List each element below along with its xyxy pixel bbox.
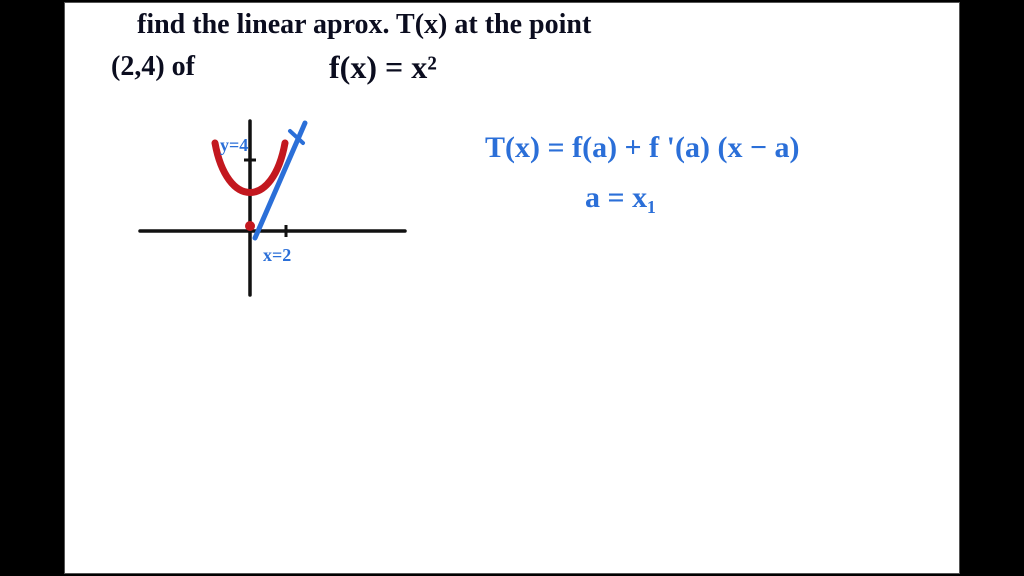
graph-sketch: y=4 x=2 bbox=[135, 113, 415, 303]
x-tick-label: x=2 bbox=[263, 245, 291, 265]
problem-line-2a: (2,4) of bbox=[111, 51, 195, 83]
problem-line-1: find the linear aprox. T(x) at the point bbox=[137, 9, 591, 41]
y-tick-label: y=4 bbox=[220, 135, 248, 155]
a-equals-formula: a = x₁ bbox=[585, 181, 656, 215]
whiteboard: find the linear aprox. T(x) at the point… bbox=[64, 2, 960, 574]
tangent-formula: T(x) = f(a) + f '(a) (x − a) bbox=[485, 131, 800, 165]
vertex-dot bbox=[245, 221, 255, 231]
problem-line-2b: f(x) = x² bbox=[329, 49, 437, 86]
